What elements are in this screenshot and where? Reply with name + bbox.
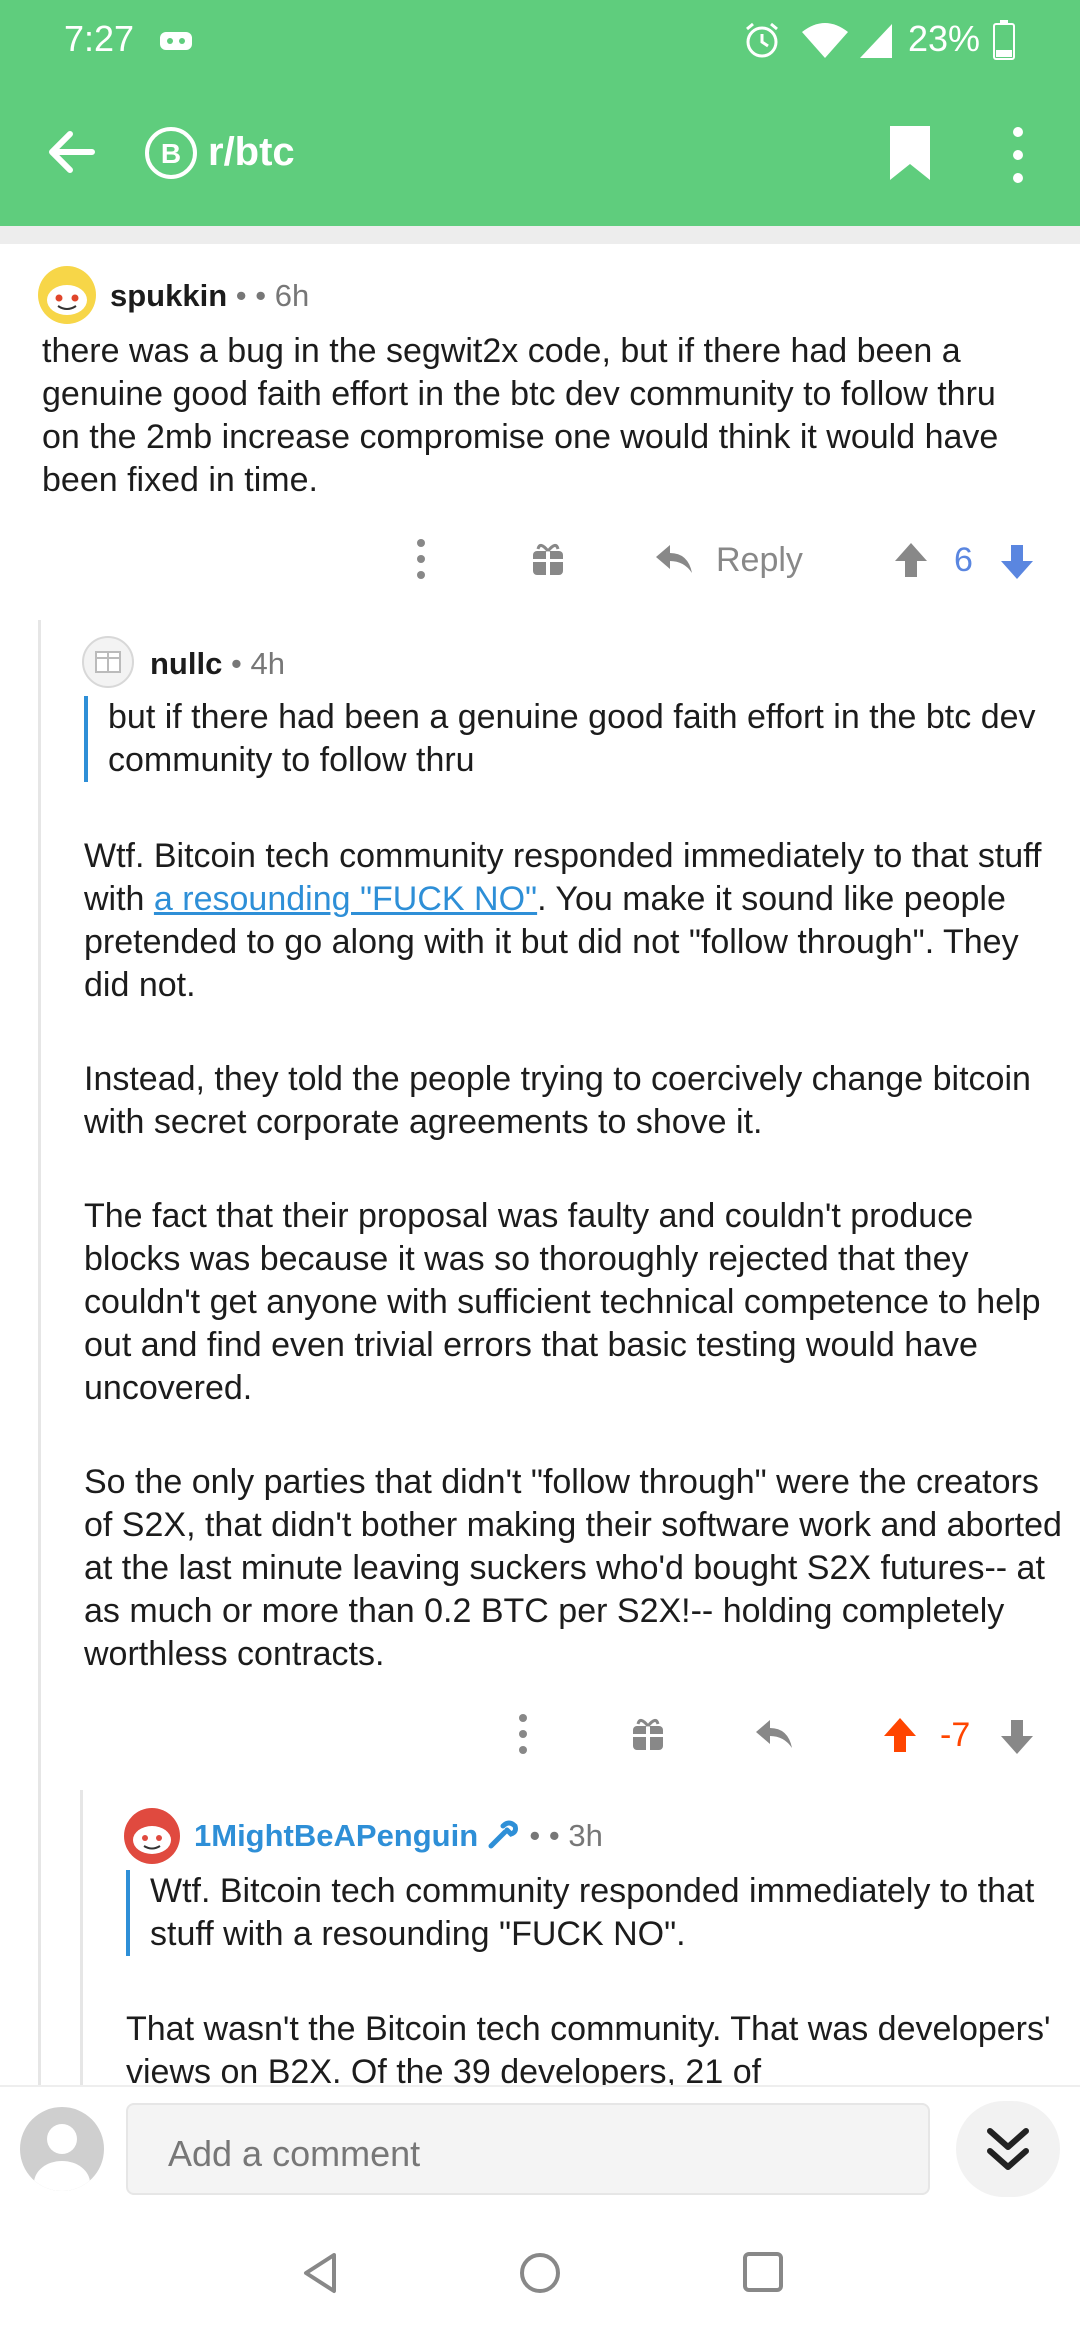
header-divider (0, 226, 1080, 244)
wrench-flair-icon (488, 1820, 518, 1849)
more-vertical-icon[interactable] (1005, 124, 1031, 186)
thread-line (80, 1790, 83, 2085)
comment-meta: nullc • 4h (150, 646, 285, 682)
comment-author[interactable]: spukkin (110, 278, 228, 313)
snoo-avatar-icon (47, 285, 87, 315)
wifi-icon (802, 23, 848, 58)
meta-separator: • (255, 278, 267, 313)
more-vertical-icon[interactable] (413, 535, 429, 583)
comment-bar: Add a comment (0, 2085, 1080, 2207)
comment-age: 4h (250, 646, 285, 681)
quoted-text: but if there had been a genuine good fai… (84, 696, 1058, 782)
comment-body: That wasn't the Bitcoin tech community. … (126, 2008, 1066, 2085)
battery-percentage: 23% (908, 18, 981, 59)
comment-age: 3h (568, 1818, 603, 1853)
alarm-icon (746, 22, 778, 58)
meta-separator: • (235, 278, 247, 313)
comment-author[interactable]: nullc (150, 646, 223, 681)
svg-text:B: B (161, 138, 181, 169)
meta-separator: • (529, 1818, 541, 1853)
collapse-button[interactable] (956, 2101, 1060, 2197)
arrow-up-icon[interactable] (893, 541, 929, 579)
bookmark-icon[interactable] (886, 122, 934, 184)
comment-paragraph: That wasn't the Bitcoin tech community. … (126, 2010, 1051, 2085)
reply-icon[interactable] (754, 1716, 794, 1752)
quoted-text: Wtf. Bitcoin tech community responded im… (126, 1870, 1080, 1956)
quote-text: but if there had been a genuine good fai… (108, 698, 1036, 779)
reply-button[interactable]: Reply (716, 541, 803, 579)
nav-recents-icon[interactable] (740, 2249, 786, 2295)
user-avatar[interactable] (20, 2107, 104, 2191)
comment-actions: Reply 6 (0, 535, 1080, 595)
comment-meta: 1MightBeAPenguin • • 3h (194, 1818, 603, 1854)
more-vertical-icon[interactable] (515, 1710, 531, 1758)
resounding-link[interactable]: a resounding "FUCK NO" (153, 880, 538, 918)
comment-age: 6h (274, 278, 310, 313)
comment-score: -7 (940, 1716, 971, 1754)
comment-meta: spukkin • • 6h (110, 278, 309, 314)
avatar[interactable] (38, 266, 96, 324)
subreddit-title[interactable]: r/btc (208, 130, 295, 174)
nav-home-icon[interactable] (516, 2249, 564, 2297)
comment-paragraph: The fact that their proposal was faulty … (84, 1197, 1041, 1407)
battery-icon (993, 20, 1015, 60)
meta-separator: • (548, 1818, 560, 1853)
comment-paragraph: So the only parties that didn't "follow … (84, 1463, 1062, 1673)
bitcoin-subreddit-icon[interactable]: B (144, 126, 198, 180)
thread-line (38, 620, 41, 2085)
avatar[interactable] (82, 636, 134, 688)
arrow-up-icon[interactable] (882, 1716, 918, 1754)
comment-score: 6 (954, 541, 973, 579)
comment-paragraph: Instead, they told the people trying to … (84, 1060, 1031, 1141)
game-controller-icon (160, 32, 192, 50)
status-bar: 7:27 23% (0, 0, 1080, 80)
user-silhouette-icon (34, 2124, 90, 2191)
arrow-down-icon[interactable] (999, 543, 1035, 581)
chevron-double-down-icon (987, 2128, 1029, 2170)
comment-body: Wtf. Bitcoin tech community responded im… (84, 835, 1064, 1676)
gift-icon[interactable] (530, 541, 566, 577)
comment-actions: -7 (0, 1710, 1080, 1770)
arrow-left-icon[interactable] (44, 124, 100, 180)
comment-paragraph: Wtf. Bitcoin tech community responded im… (84, 837, 1042, 1004)
snoo-avatar-icon (133, 1826, 171, 1854)
comment-body: there was a bug in the segwit2x code, bu… (42, 330, 1042, 502)
system-nav-bar (0, 2205, 1080, 2340)
reply-icon[interactable] (654, 541, 694, 577)
quote-text: Wtf. Bitcoin tech community responded im… (150, 1872, 1035, 1953)
signal-icon (860, 24, 892, 58)
comment-author[interactable]: 1MightBeAPenguin (194, 1818, 479, 1853)
comment-text: there was a bug in the segwit2x code, bu… (42, 332, 999, 499)
user-avatar-icon (95, 651, 121, 673)
avatar[interactable] (124, 1808, 180, 1864)
meta-separator: • (230, 646, 242, 681)
nav-back-icon[interactable] (296, 2249, 344, 2297)
app-bar: B r/btc (0, 100, 1080, 210)
arrow-down-icon[interactable] (999, 1718, 1035, 1756)
app-header: 7:27 23% B r/btc (0, 0, 1080, 226)
status-time: 7:27 (64, 18, 135, 59)
add-comment-input[interactable]: Add a comment (126, 2103, 930, 2195)
gift-icon[interactable] (630, 1716, 666, 1752)
